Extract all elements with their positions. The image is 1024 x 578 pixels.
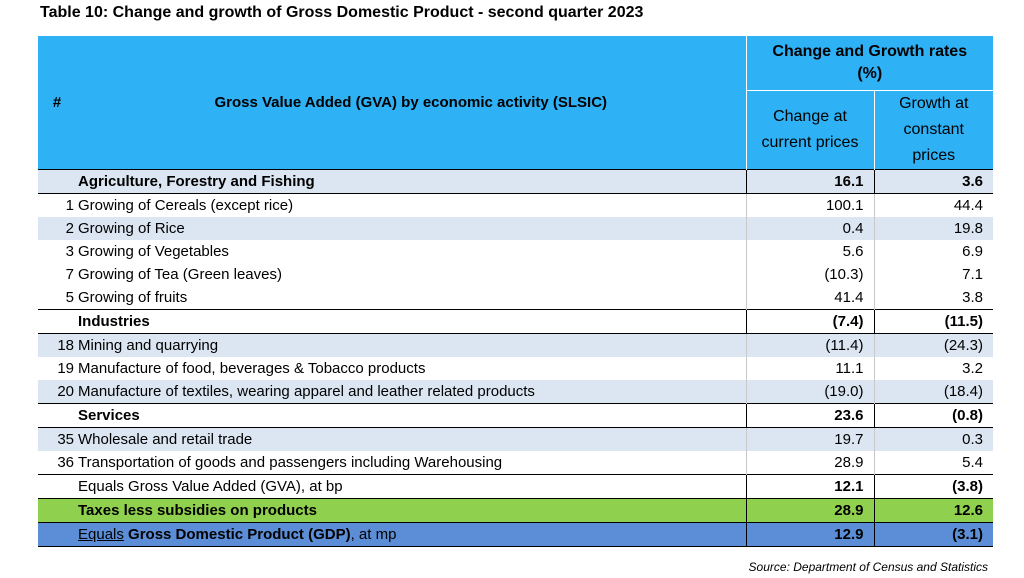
row-label: Growing of Rice bbox=[76, 217, 746, 240]
row-change: 19.7 bbox=[745, 427, 874, 451]
row-growth: (11.5) bbox=[873, 309, 994, 334]
gdp-total-row: Equals Gross Domestic Product (GDP), at … bbox=[38, 522, 994, 547]
row-code: 5 bbox=[65, 289, 74, 306]
row-growth: 44.4 bbox=[873, 193, 994, 217]
row-label: Growing of Vegetables bbox=[78, 243, 229, 260]
row-growth: (24.3) bbox=[873, 333, 994, 357]
row-code bbox=[38, 309, 76, 334]
header-number: # bbox=[38, 36, 76, 170]
row-change: 11.1 bbox=[745, 357, 874, 380]
row-code: 20 bbox=[38, 380, 76, 404]
row-growth: 6.9 bbox=[873, 240, 994, 263]
row-label: Manufacture of food, beverages & Tobacco… bbox=[78, 360, 426, 377]
table-row: 18 Mining and quarrying (11.4) (24.3) bbox=[38, 333, 994, 357]
taxes-growth: 12.6 bbox=[873, 498, 994, 523]
header-group-line2: (%) bbox=[857, 65, 883, 82]
row-growth: 7.1 bbox=[873, 263, 994, 286]
table-row: 5 Growing of fruits 41.4 3.8 bbox=[38, 286, 994, 310]
row-label: Growing of fruits bbox=[78, 289, 188, 306]
gva-change: 12.1 bbox=[745, 474, 874, 499]
table-row: 20 Manufacture of textiles, wearing appa… bbox=[38, 380, 994, 404]
table-row: 1 Growing of Cereals (except rice) 100.1… bbox=[38, 193, 994, 217]
header-activity: Gross Value Added (GVA) by economic acti… bbox=[76, 36, 746, 170]
gdp-growth: (3.1) bbox=[873, 522, 994, 547]
row-growth: (18.4) bbox=[873, 380, 994, 404]
row-label: Services bbox=[76, 403, 746, 428]
row-code: 35 bbox=[38, 427, 76, 451]
row-change: (7.4) bbox=[745, 309, 874, 334]
row-code: 2 bbox=[38, 217, 76, 240]
header-change-line2: current prices bbox=[761, 134, 859, 151]
source-note: Source: Department of Census and Statist… bbox=[748, 560, 988, 574]
taxes-change: 28.9 bbox=[745, 498, 874, 523]
gva-growth: (3.8) bbox=[873, 474, 994, 499]
row-label: Transportation of goods and passengers i… bbox=[78, 454, 503, 471]
row-change: 28.9 bbox=[745, 451, 874, 475]
gdp-label: Equals Gross Domestic Product (GDP), at … bbox=[76, 522, 746, 547]
row-change: 41.4 bbox=[745, 286, 874, 310]
gdp-label-main: Gross Domestic Product (GDP) bbox=[123, 526, 351, 543]
header-change-current: Change at current prices bbox=[745, 90, 874, 170]
row-change: (19.0) bbox=[745, 380, 874, 404]
row-growth: 3.6 bbox=[873, 169, 994, 194]
row-code: 18 bbox=[38, 333, 76, 357]
table-title: Table 10: Change and growth of Gross Dom… bbox=[40, 4, 644, 21]
row-change: 16.1 bbox=[745, 169, 874, 194]
row-label: Wholesale and retail trade bbox=[76, 427, 746, 451]
row-code bbox=[38, 169, 76, 194]
gdp-label-suffix: , at mp bbox=[350, 526, 397, 543]
row-growth: 3.8 bbox=[873, 286, 994, 310]
header-change-growth-group: Change and Growth rates (%) bbox=[745, 36, 994, 91]
header-growth-line2: constant bbox=[903, 121, 964, 138]
table-row: 7 Growing of Tea (Green leaves) (10.3) 7… bbox=[38, 263, 994, 286]
table-row: 35 Wholesale and retail trade 19.7 0.3 bbox=[38, 427, 994, 451]
row-label: Mining and quarrying bbox=[76, 333, 746, 357]
row-code: 1 bbox=[65, 197, 74, 214]
row-change: (10.3) bbox=[745, 263, 874, 286]
table-row: 2 Growing of Rice 0.4 19.8 bbox=[38, 217, 994, 240]
row-growth: 5.4 bbox=[873, 451, 994, 475]
row-change: 100.1 bbox=[745, 193, 874, 217]
gdp-label-prefix: Equals bbox=[78, 526, 124, 543]
gdp-change: 12.9 bbox=[745, 522, 874, 547]
gva-total-row: Equals Gross Value Added (GVA), at bp 12… bbox=[38, 474, 994, 499]
row-growth: (0.8) bbox=[873, 403, 994, 428]
table-row: 3 Growing of Vegetables 5.6 6.9 bbox=[38, 240, 994, 263]
table-row: Agriculture, Forestry and Fishing 16.1 3… bbox=[38, 169, 994, 194]
row-label: Growing of Cereals (except rice) bbox=[78, 197, 294, 214]
header-group-line1: Change and Growth rates bbox=[772, 43, 968, 60]
row-change: 23.6 bbox=[745, 403, 874, 428]
table-row: 36 Transportation of goods and passenger… bbox=[38, 451, 994, 475]
row-label: Agriculture, Forestry and Fishing bbox=[76, 169, 746, 194]
table-row: Industries (7.4) (11.5) bbox=[38, 309, 994, 334]
row-code: 36 bbox=[57, 454, 74, 471]
taxes-row: Taxes less subsidies on products 28.9 12… bbox=[38, 498, 994, 523]
row-label: Growing of Tea (Green leaves) bbox=[78, 266, 282, 283]
header-growth-line1: Growth at bbox=[899, 95, 969, 112]
table-row: Services 23.6 (0.8) bbox=[38, 403, 994, 428]
row-growth: 3.2 bbox=[873, 357, 994, 380]
gva-label: Equals Gross Value Added (GVA), at bp bbox=[76, 474, 746, 499]
row-change: 0.4 bbox=[745, 217, 874, 240]
gdp-table: # Gross Value Added (GVA) by economic ac… bbox=[38, 36, 994, 547]
header-growth-line3: prices bbox=[912, 147, 956, 164]
row-change: (11.4) bbox=[745, 333, 874, 357]
row-growth: 0.3 bbox=[873, 427, 994, 451]
row-label: Manufacture of textiles, wearing apparel… bbox=[76, 380, 746, 404]
taxes-label: Taxes less subsidies on products bbox=[76, 498, 746, 523]
row-code: 19 bbox=[57, 360, 74, 377]
header-growth-constant: Growth at constant prices bbox=[873, 90, 994, 170]
header-change-line1: Change at bbox=[773, 108, 847, 125]
row-code bbox=[38, 403, 76, 428]
row-label: Industries bbox=[76, 309, 746, 334]
row-change: 5.6 bbox=[745, 240, 874, 263]
row-code: 3 bbox=[65, 243, 74, 260]
row-growth: 19.8 bbox=[873, 217, 994, 240]
table-row: 19 Manufacture of food, beverages & Toba… bbox=[38, 357, 994, 380]
row-code: 7 bbox=[65, 266, 74, 283]
